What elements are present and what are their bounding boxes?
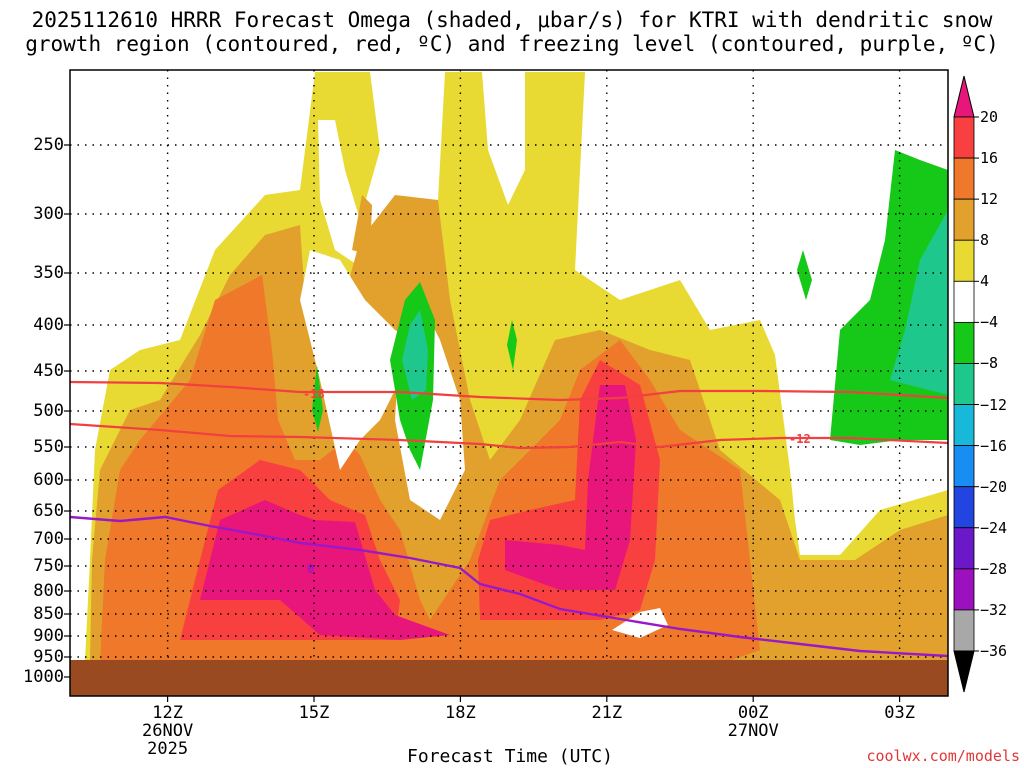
dendritic-growth-contours: -18 -12 bbox=[70, 380, 948, 450]
colorbar-label: 4 bbox=[980, 272, 990, 291]
y-tick-label-400: 400 bbox=[33, 315, 64, 335]
minus-18-contour-label: -18 bbox=[303, 387, 325, 401]
y-tick-label-650: 650 bbox=[33, 501, 64, 521]
colorbar-label: −24 bbox=[980, 518, 1008, 537]
x-tick-time-label: 00Z bbox=[737, 703, 769, 723]
y-tick-label-750: 750 bbox=[33, 556, 64, 576]
y-tick-label-350: 350 bbox=[33, 263, 64, 283]
colorbar-swatch-7 bbox=[953, 363, 975, 405]
colorbar-swatch-1 bbox=[953, 116, 975, 159]
colorbar-swatch-3 bbox=[953, 198, 975, 241]
colorbar-label: 20 bbox=[980, 108, 999, 126]
colorbar-label: −28 bbox=[980, 559, 1008, 578]
colorbar-swatch-12 bbox=[953, 568, 975, 611]
y-tick-label-1000: 1000 bbox=[23, 667, 64, 687]
colorbar-below-triangle bbox=[953, 650, 975, 693]
colorbar-swatch-10 bbox=[953, 486, 975, 529]
omega-fill-neg4-d bbox=[797, 250, 812, 300]
colorbar-label: 8 bbox=[980, 231, 990, 250]
omega-fill-neg4-c bbox=[312, 365, 323, 432]
x-tick-date-label: 27NOV bbox=[727, 721, 779, 741]
axis-ticks bbox=[64, 144, 901, 702]
omega-fill-gap bbox=[300, 250, 415, 470]
x-tick-time-label: 15Z bbox=[298, 703, 330, 723]
colorbar-label: −20 bbox=[980, 477, 1008, 496]
x-tick-time-label: 18Z bbox=[445, 703, 476, 723]
x-tick-year-label: 2025 bbox=[147, 739, 189, 759]
y-tick-label-450: 450 bbox=[33, 361, 64, 381]
colorbar-label: 16 bbox=[980, 149, 999, 168]
gridlines bbox=[70, 70, 948, 660]
zero-c-contour-label: 0 bbox=[307, 562, 314, 576]
y-tick-label-800: 800 bbox=[33, 581, 64, 601]
minus-12-contour bbox=[70, 422, 948, 450]
omega-shading bbox=[70, 70, 948, 696]
colorbar-label: −32 bbox=[980, 600, 1008, 619]
ground-fill bbox=[70, 660, 948, 696]
omega-fill-neg8-a bbox=[402, 310, 428, 400]
y-tick-label-700: 700 bbox=[33, 529, 64, 549]
y-tick-label-850: 850 bbox=[33, 604, 64, 624]
x-tick-time-label: 21Z bbox=[591, 703, 623, 723]
colorbar-swatch-4 bbox=[953, 239, 975, 282]
y-tick-label-900: 900 bbox=[33, 626, 64, 646]
colorbar-swatch-5 bbox=[953, 280, 975, 323]
colorbar-label: 12 bbox=[980, 190, 999, 209]
y-tick-label-550: 550 bbox=[33, 437, 64, 457]
colorbar-label: −12 bbox=[980, 395, 1008, 414]
colorbar-swatch-8 bbox=[953, 404, 975, 447]
colorbar-label: −16 bbox=[980, 436, 1008, 455]
chart-title-line-1: 2025112610 HRRR Forecast Omega (shaded, … bbox=[31, 8, 993, 32]
x-tick-date-label: 26NOV bbox=[142, 721, 194, 741]
omega-fill-8-12-upper bbox=[352, 195, 372, 255]
y-tick-label-250: 250 bbox=[33, 135, 64, 155]
colorbar bbox=[953, 75, 979, 693]
minus-18-contour bbox=[70, 380, 948, 402]
y-tick-label-600: 600 bbox=[33, 470, 64, 490]
colorbar-swatch-6 bbox=[953, 321, 975, 364]
plot-frame bbox=[69, 69, 949, 697]
colorbar-label: −8 bbox=[980, 354, 999, 373]
chart-title-line-2: growth region (contoured, red, ºC) and f… bbox=[25, 32, 999, 56]
omega-fill-neg4-b bbox=[507, 320, 517, 370]
omega-fill-neg8-neg12 bbox=[890, 210, 948, 395]
colorbar-swatch-13 bbox=[953, 609, 975, 652]
y-tick-label-500: 500 bbox=[33, 401, 64, 421]
zero-c-contour bbox=[70, 515, 948, 658]
colorbar-label: −4 bbox=[980, 313, 999, 332]
y-tick-label-300: 300 bbox=[33, 204, 64, 224]
colorbar-label: −36 bbox=[980, 642, 1008, 660]
colorbar-swatch-11 bbox=[953, 527, 975, 570]
watermark[interactable]: coolwx.com/models bbox=[866, 747, 1020, 765]
minus-12-contour-label: -12 bbox=[789, 432, 811, 446]
colorbar-swatch-2 bbox=[953, 157, 975, 200]
colorbar-swatch-9 bbox=[953, 445, 975, 488]
colorbar-above-triangle bbox=[953, 75, 975, 118]
x-tick-time-label: 03Z bbox=[884, 703, 915, 723]
x-tick-time-label: 12Z bbox=[152, 703, 183, 723]
y-tick-label-950: 950 bbox=[33, 647, 64, 667]
x-axis-title: Forecast Time (UTC) bbox=[407, 746, 613, 767]
freezing-level-contour: 0 bbox=[70, 515, 948, 658]
